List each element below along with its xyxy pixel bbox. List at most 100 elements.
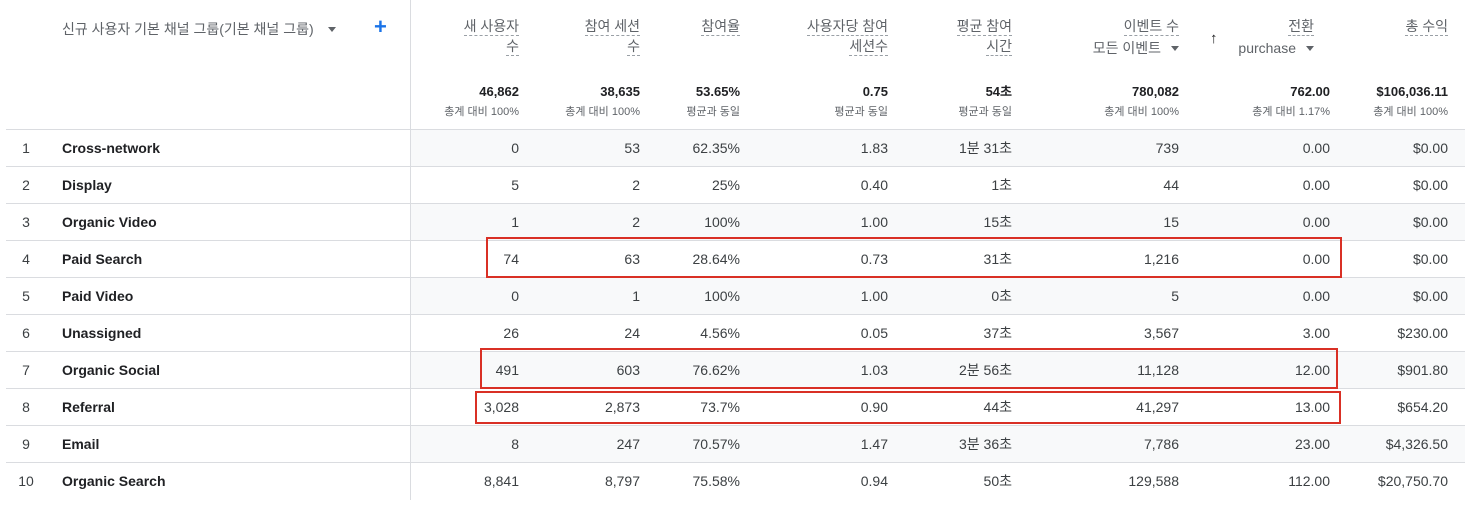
channel-name[interactable]: Paid Video <box>62 288 134 304</box>
cell-engagement-rate: 100% <box>704 288 740 304</box>
cell-new-users: 3,028 <box>483 399 519 415</box>
dimension-selector[interactable]: 신규 사용자 기본 채널 그룹(기본 채널 그룹) <box>62 19 336 39</box>
cell-total-revenue: $4,326.50 <box>1385 436 1448 452</box>
channel-name[interactable]: Organic Search <box>62 473 166 489</box>
cell-engaged-sessions: 24 <box>624 325 640 341</box>
chevron-down-icon <box>327 26 336 32</box>
row-index: 9 <box>22 436 30 452</box>
table-row[interactable]: 1 Cross-network 0 53 62.35% 1.83 1분 31초 739 0.00… <box>6 129 1465 167</box>
cell-new-users: 491 <box>495 362 519 378</box>
row-index: 4 <box>22 251 30 267</box>
dimension-label: 신규 사용자 기본 채널 그룹(기본 채널 그룹) <box>62 21 314 37</box>
channel-name[interactable]: Organic Video <box>62 214 157 230</box>
cell-conversions: 0.00 <box>1302 140 1330 156</box>
row-index: 10 <box>18 473 34 489</box>
cell-engaged-sessions: 603 <box>616 362 640 378</box>
col-header-engaged-sessions[interactable]: 참여 세션 수 <box>584 18 640 56</box>
channel-name[interactable]: Unassigned <box>62 325 142 341</box>
total-conversions: 762.00 총계 대비 1.17% <box>1252 84 1330 118</box>
cell-engagement-rate: 75.58% <box>692 473 740 489</box>
table-row[interactable]: 6 Unassigned 26 24 4.56% 0.05 37초 3,567 3.00 $230… <box>6 314 1465 352</box>
cell-avg-engagement-time: 2분 56초 <box>958 362 1012 378</box>
table-row[interactable]: 2 Display 5 2 25% 0.40 1초 44 0.00 $0.00 <box>6 166 1465 204</box>
col-header-new-users[interactable]: 새 사용자 수 <box>463 18 519 56</box>
cell-new-users: 8,841 <box>483 473 519 489</box>
chevron-down-icon <box>1306 45 1314 51</box>
col-header-sessions-per-user[interactable]: 사용자당 참여 세션수 <box>806 18 888 56</box>
cell-engagement-rate: 28.64% <box>692 251 740 267</box>
cell-avg-engagement-time: 44초 <box>983 399 1012 415</box>
cell-engagement-rate: 70.57% <box>692 436 740 452</box>
cell-engaged-sessions: 53 <box>624 140 640 156</box>
cell-new-users: 5 <box>511 177 519 193</box>
cell-engagement-rate: 100% <box>704 214 740 230</box>
cell-avg-engagement-time: 1분 31초 <box>958 140 1012 156</box>
channel-name[interactable]: Email <box>62 436 100 452</box>
cell-engaged-sessions: 2 <box>632 214 640 230</box>
conversion-event-dropdown[interactable]: purchase <box>1238 38 1314 58</box>
cell-avg-engagement-time: 31초 <box>983 251 1012 267</box>
channel-name[interactable]: Organic Social <box>62 362 161 378</box>
channel-name[interactable]: Referral <box>62 399 115 415</box>
col-header-conversions[interactable]: 전환 purchase <box>1238 18 1314 58</box>
cell-conversions: 0.00 <box>1302 214 1330 230</box>
channel-name[interactable]: Display <box>62 177 112 193</box>
col-header-total-revenue[interactable]: 총 수익 <box>1405 18 1448 36</box>
total-revenue: $106,036.11 총계 대비 100% <box>1373 84 1448 118</box>
row-index: 1 <box>22 140 30 156</box>
total-event-count: 780,082 총계 대비 100% <box>1104 84 1179 118</box>
cell-total-revenue: $0.00 <box>1412 251 1448 267</box>
row-index: 2 <box>22 177 30 193</box>
cell-engaged-sessions: 1 <box>632 288 640 304</box>
cell-engagement-rate: 62.35% <box>692 140 740 156</box>
table-row[interactable]: 5 Paid Video 0 1 100% 1.00 0초 5 0.00 $0.00 <box>6 277 1465 315</box>
cell-avg-engagement-time: 37초 <box>983 325 1012 341</box>
cell-avg-engagement-time: 0초 <box>991 288 1012 304</box>
table-row[interactable]: 7 Organic Social 491 603 76.62% 1.03 2분 56초 11,… <box>6 351 1465 389</box>
row-shade <box>411 204 1465 241</box>
table-row[interactable]: 8 Referral 3,028 2,873 73.7% 0.90 44초 41,297 13.… <box>6 388 1465 426</box>
row-shade <box>411 352 1465 389</box>
cell-engaged-sessions: 2 <box>632 177 640 193</box>
cell-sessions-per-user: 1.47 <box>860 436 888 452</box>
cell-event-count: 3,567 <box>1143 325 1179 341</box>
table-row[interactable]: 4 Paid Search 74 63 28.64% 0.73 31초 1,216 0.00 $0… <box>6 240 1465 278</box>
cell-engaged-sessions: 2,873 <box>604 399 640 415</box>
cell-conversions: 12.00 <box>1294 362 1330 378</box>
cell-engaged-sessions: 8,797 <box>604 473 640 489</box>
event-filter-dropdown[interactable]: 모든 이벤트 <box>1093 38 1179 58</box>
cell-event-count: 11,128 <box>1137 362 1179 378</box>
cell-sessions-per-user: 0.40 <box>860 177 888 193</box>
total-engaged-sessions: 38,635 총계 대비 100% <box>565 84 640 118</box>
cell-total-revenue: $0.00 <box>1412 214 1448 230</box>
table-row[interactable]: 3 Organic Video 1 2 100% 1.00 15초 15 0.00 $0.00 <box>6 203 1465 241</box>
cell-conversions: 0.00 <box>1302 288 1330 304</box>
cell-sessions-per-user: 1.00 <box>860 288 888 304</box>
cell-sessions-per-user: 1.03 <box>860 362 888 378</box>
cell-engagement-rate: 76.62% <box>692 362 740 378</box>
cell-total-revenue: $654.20 <box>1397 399 1448 415</box>
cell-engaged-sessions: 247 <box>616 436 640 452</box>
cell-engagement-rate: 73.7% <box>700 399 740 415</box>
cell-new-users: 0 <box>511 288 519 304</box>
cell-event-count: 1,216 <box>1143 251 1179 267</box>
table-row[interactable]: 9 Email 8 247 70.57% 1.47 3분 36초 7,786 23.00 $4,3… <box>6 425 1465 463</box>
cell-event-count: 739 <box>1155 140 1179 156</box>
channel-name[interactable]: Cross-network <box>62 140 161 156</box>
row-index: 5 <box>22 288 30 304</box>
col-header-event-count[interactable]: 이벤트 수 모든 이벤트 <box>1092 18 1179 58</box>
add-dimension-button[interactable]: + <box>374 14 387 39</box>
cell-sessions-per-user: 1.83 <box>860 140 888 156</box>
cell-total-revenue: $20,750.70 <box>1377 473 1448 489</box>
cell-total-revenue: $230.00 <box>1397 325 1448 341</box>
col-header-avg-engagement-time[interactable]: 평균 참여 시간 <box>956 18 1012 56</box>
sort-ascending-icon[interactable]: ↑ <box>1210 30 1218 47</box>
table-row[interactable]: 10 Organic Search 8,841 8,797 75.58% 0.94 50초 1… <box>6 462 1465 500</box>
cell-avg-engagement-time: 1초 <box>991 177 1012 193</box>
channel-name[interactable]: Paid Search <box>62 251 143 267</box>
cell-sessions-per-user: 1.00 <box>860 214 888 230</box>
col-header-engagement-rate[interactable]: 참여율 <box>701 18 740 36</box>
cell-engagement-rate: 4.56% <box>700 325 740 341</box>
cell-conversions: 23.00 <box>1294 436 1330 452</box>
column-divider <box>410 0 411 500</box>
